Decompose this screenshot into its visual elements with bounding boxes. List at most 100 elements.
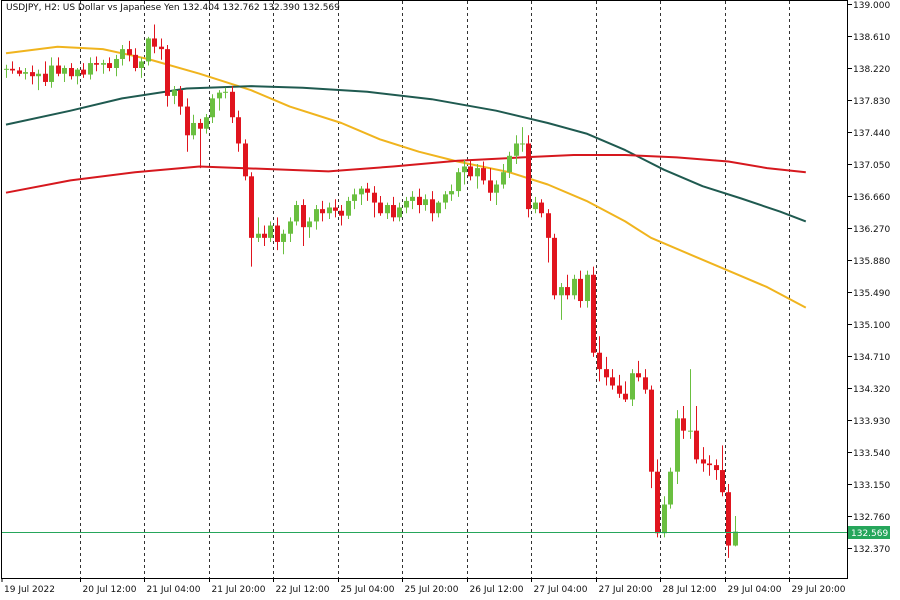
price-tick-label: 134.320 xyxy=(853,385,890,395)
candle-body xyxy=(69,68,74,77)
candle-body xyxy=(443,194,448,203)
candle-body xyxy=(346,200,351,216)
price-axis[interactable]: 139.000 138.610 138.220 137.830 137.440 137.0… xyxy=(848,1,890,555)
candle xyxy=(662,496,667,538)
price-tick-label: 133.150 xyxy=(853,481,890,491)
price-tick-label: 138.610 xyxy=(853,33,890,43)
candle xyxy=(514,135,519,164)
candle-body xyxy=(475,168,480,177)
time-tick-label: 20 Jul 12:00 xyxy=(83,585,137,595)
candle-body xyxy=(707,463,712,466)
candle-body xyxy=(378,202,383,214)
candle xyxy=(333,199,338,218)
candle xyxy=(610,369,615,390)
candle xyxy=(552,233,557,300)
candle xyxy=(4,64,9,78)
candle xyxy=(159,38,164,60)
candle xyxy=(675,410,680,484)
candle xyxy=(546,209,551,263)
candle xyxy=(694,406,699,464)
candle xyxy=(81,63,86,78)
candle xyxy=(688,369,693,439)
candle-body xyxy=(501,172,506,185)
candle xyxy=(339,205,344,226)
time-tick-label: 27 Jul 04:00 xyxy=(534,585,588,595)
candle xyxy=(559,282,564,320)
candle xyxy=(649,385,654,489)
candle xyxy=(107,57,112,72)
candle-body xyxy=(430,199,435,214)
time-tick-label: 22 Jul 12:00 xyxy=(276,585,330,595)
time-tick-label: 28 Jul 12:00 xyxy=(663,585,717,595)
candle-body xyxy=(146,38,151,62)
candles xyxy=(4,24,738,558)
candle xyxy=(346,196,351,219)
candle xyxy=(378,196,383,216)
candle xyxy=(456,168,461,197)
price-tick-label: 134.710 xyxy=(853,353,890,363)
time-tick-label: 29 Jul 20:00 xyxy=(792,585,846,595)
candle-body xyxy=(643,377,648,390)
candle xyxy=(449,184,454,201)
candle xyxy=(597,336,602,382)
price-tick-label: 135.100 xyxy=(853,321,890,331)
candle-body xyxy=(314,209,319,222)
time-tick-label: 25 Jul 04:00 xyxy=(341,585,395,595)
candle-body xyxy=(488,180,493,193)
candle-body xyxy=(533,202,538,210)
candle-body xyxy=(49,65,54,82)
symbol-timeframe: USDJPY, H2: xyxy=(6,3,60,13)
candle xyxy=(410,191,415,210)
moving-average-line xyxy=(5,154,806,194)
candle-body xyxy=(88,63,93,75)
candle xyxy=(623,381,628,402)
candle-body xyxy=(404,200,409,208)
price-tick-label: 132.370 xyxy=(853,545,890,555)
candle xyxy=(494,180,499,206)
candle-body xyxy=(249,176,254,238)
candle xyxy=(533,196,538,214)
candle-body xyxy=(733,531,738,546)
time-axis[interactable]: 19 Jul 2022 20 Jul 12:00 21 Jul 04:00 21 Ju… xyxy=(1,578,846,595)
candle xyxy=(591,266,596,357)
candle-body xyxy=(668,471,673,505)
candle-body xyxy=(56,65,61,74)
candle-body xyxy=(468,166,473,177)
candle-body xyxy=(23,72,28,74)
candle xyxy=(701,447,706,472)
candle xyxy=(520,127,525,152)
candle-body xyxy=(333,207,338,211)
candle xyxy=(443,191,448,210)
candle-body xyxy=(385,205,390,214)
candle xyxy=(275,217,280,251)
time-tick-label: 26 Jul 12:00 xyxy=(470,585,524,595)
candle-body xyxy=(352,194,357,201)
candle-body xyxy=(198,122,203,129)
candle xyxy=(204,113,209,134)
candle-body xyxy=(372,192,377,203)
candle-body xyxy=(178,90,183,107)
candle-body xyxy=(720,470,725,493)
candle xyxy=(430,191,435,222)
candle-body xyxy=(578,278,583,302)
price-tick-label: 137.440 xyxy=(853,129,890,139)
candle xyxy=(288,217,293,242)
candle-body xyxy=(494,184,499,193)
candle xyxy=(404,196,409,214)
candle-body xyxy=(36,73,41,77)
ohlc-values: 132.404 132.762 132.390 132.569 xyxy=(182,3,340,13)
candle xyxy=(139,57,144,78)
candle xyxy=(268,221,273,242)
candle xyxy=(172,86,177,105)
current-price-tag: 132.569 xyxy=(848,526,890,539)
candle-body xyxy=(43,73,48,82)
candle xyxy=(75,68,80,85)
candle-body xyxy=(681,418,686,431)
vertical-grid xyxy=(80,1,790,578)
candle-body xyxy=(514,143,519,156)
candle xyxy=(643,369,648,394)
candle-body xyxy=(636,373,641,378)
candle xyxy=(604,356,609,386)
candle xyxy=(726,484,731,558)
